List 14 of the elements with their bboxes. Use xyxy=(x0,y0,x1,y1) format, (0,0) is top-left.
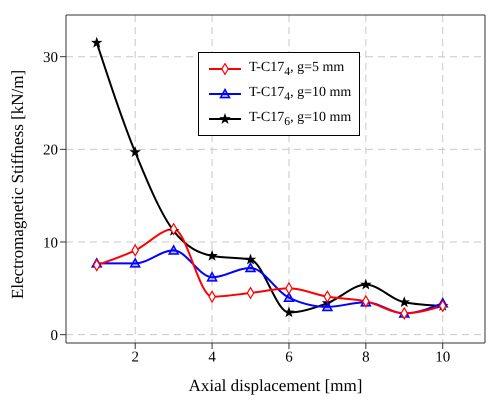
y-axis-title: Electromagnetic Stiffness [kN/m] xyxy=(8,70,28,299)
y-tick-label: 30 xyxy=(43,50,58,66)
y-tick-label: 0 xyxy=(50,328,58,344)
x-tick-label: 8 xyxy=(362,350,370,366)
x-tick-label: 10 xyxy=(435,350,450,366)
legend-label: T-C17$_{4}$, g=10 mm xyxy=(249,84,352,105)
x-tick-label: 4 xyxy=(208,350,216,366)
x-axis-title: Axial displacement [mm] xyxy=(188,376,362,395)
x-tick-label: 2 xyxy=(131,350,139,366)
y-tick-label: 20 xyxy=(43,142,58,159)
legend-label: T-C17$_{6}$, g=10 mm xyxy=(249,108,352,130)
legend-label: T-C17$_{4}$, g=5 mm xyxy=(249,59,344,80)
x-tick-label: 6 xyxy=(285,350,294,366)
y-tick-label: 10 xyxy=(43,235,58,252)
